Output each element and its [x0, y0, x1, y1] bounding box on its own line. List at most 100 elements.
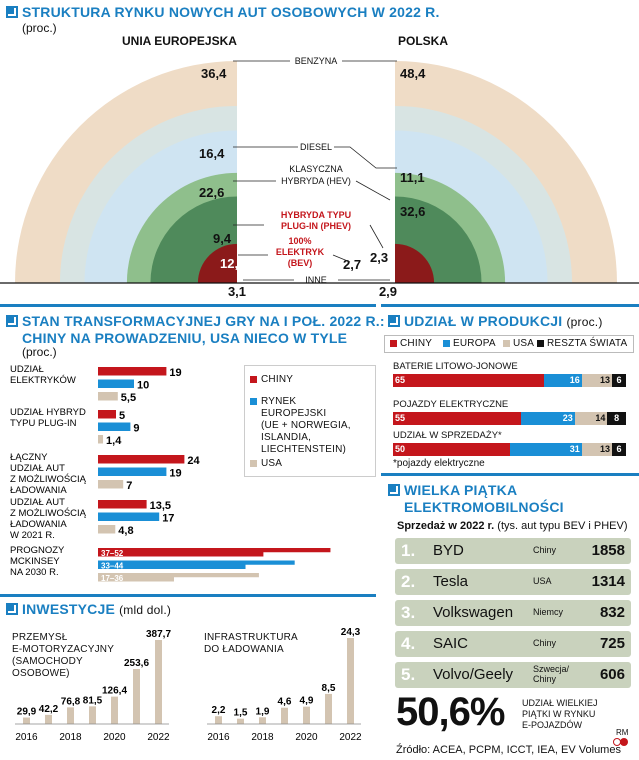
bar-range-label: 37–52 — [101, 549, 124, 558]
arrow-icon — [6, 315, 18, 327]
group-label: W 2021 R. — [10, 530, 55, 541]
bar-value-label: 5,5 — [121, 392, 136, 404]
production-footnote: *pojazdy elektryczne — [393, 458, 485, 469]
rank-country: Chiny — [533, 638, 557, 648]
legend-label: RESZTA ŚWIATA — [547, 338, 628, 349]
pl-value-label: 2,7 — [343, 257, 361, 272]
rank-country: Szwecja/ Chiny — [533, 664, 570, 684]
bar-value-label: 5 — [119, 410, 125, 422]
group-label: TYPU PLUG-IN — [10, 418, 77, 429]
rank-row: 3. Volkswagen Niemcy 832 — [395, 600, 631, 626]
infrastructure-bar — [237, 718, 244, 724]
infrastructure-value-label: 1,5 — [234, 708, 248, 719]
rank-row: 2. Tesla USA 1314 — [395, 569, 631, 595]
bar-value-label: 9 — [133, 423, 139, 435]
group-label: Z MOŻLIWOŚCIĄ — [10, 507, 87, 519]
rank-country: Niemcy — [533, 607, 564, 617]
bar-value-label: 7 — [126, 480, 132, 492]
bar-range-min — [98, 560, 246, 569]
bar-eu — [98, 467, 167, 476]
industry-value-label: 126,4 — [102, 686, 127, 697]
transform-title: STAN TRANSFORMACYJNEJ GRY NA I POŁ. 2022… — [6, 313, 385, 347]
pl-value-label: 2,9 — [379, 284, 397, 299]
pl-value-label: 11,1 — [400, 170, 425, 185]
industry-year-label: 2020 — [103, 732, 126, 743]
bar-segment-rest: 8 — [607, 412, 626, 425]
industry-value-label: 42,2 — [39, 704, 59, 715]
eu-value-label: 12,1 — [220, 256, 245, 271]
group-label: MCKINSEY — [10, 556, 60, 567]
bar-range-label: 17–36 — [101, 574, 124, 583]
market-semicircle-chart: 36,4 16,4 22,6 9,4 12,1 3,1 48,4 11,1 32,6 2,3 2,7… — [0, 55, 639, 299]
infrastructure-bar — [325, 693, 332, 724]
industry-bar — [67, 707, 74, 724]
bar-segment-china: 50 — [393, 443, 510, 456]
industry-value-label: 29,9 — [17, 707, 37, 718]
group-label: UDZIAŁ — [10, 364, 44, 375]
rank-number: 4. — [401, 634, 416, 653]
category-label-phev: HYBRYDA TYPU — [281, 210, 351, 220]
group-label: ŁADOWANIA — [10, 485, 67, 496]
industry-bar — [155, 640, 162, 724]
production-row-label: POJAZDY ELEKTRYCZNE — [393, 399, 509, 410]
category-label-hev: KLASYCZNA — [289, 164, 343, 174]
bar-value-label: 17 — [162, 513, 174, 525]
invest-title: INWESTYCJE (mld dol.) — [6, 601, 171, 617]
rank-brand: BYD — [433, 542, 464, 559]
bar-segment-usa: 14 — [574, 412, 608, 425]
rank-number: 1. — [401, 541, 416, 560]
rank-value: 606 — [599, 666, 625, 683]
transform-unit: (proc.) — [22, 345, 57, 359]
infrastructure-value-label: 24,3 — [341, 627, 361, 638]
industry-year-label: 2022 — [147, 732, 170, 743]
category-label-diesel: DIESEL — [300, 142, 332, 152]
production-stacked-bar: 50 31 13 6 — [393, 443, 626, 456]
rank-row: 4. SAIC Chiny 725 — [395, 631, 631, 657]
leader-line — [334, 146, 397, 169]
production-row-label: BATERIE LITOWO-JONOWE — [393, 361, 518, 372]
bar-range-min — [98, 573, 174, 582]
logo-text: RM — [616, 728, 629, 737]
rank-number: 2. — [401, 572, 416, 591]
top5-title: WIELKA PIĄTKA ELEKTROMOBILNOŚCI — [388, 482, 564, 516]
bar-segment-china: 55 — [393, 412, 522, 425]
legend-swatch-china — [250, 376, 257, 383]
bar-value-label: 4,8 — [118, 525, 133, 537]
rank-row: 1. BYD Chiny 1858 — [395, 538, 631, 564]
bar-segment-europe: 31 — [509, 443, 582, 456]
production-legend: CHINY EUROPA USA RESZTA ŚWIATA — [384, 335, 634, 353]
divider — [381, 304, 639, 307]
bar-value-label: 13,5 — [150, 500, 171, 512]
bar-eu — [98, 379, 134, 388]
pl-value-label: 32,6 — [400, 204, 425, 219]
infrastructure-bar — [347, 638, 354, 724]
legend-eu-label: RYNEK EUROPEJSKI (UE + NORWEGIA, ISLANDIA, L… — [261, 396, 351, 455]
arrow-icon — [6, 6, 18, 18]
eu-value-label: 16,4 — [199, 146, 225, 161]
industry-value-label: 81,5 — [83, 695, 103, 706]
infrastructure-value-label: 4,9 — [300, 696, 314, 707]
bar-china — [98, 410, 116, 419]
group-label: UDZIAŁ HYBRYD — [10, 407, 86, 418]
rank-brand: SAIC — [433, 635, 469, 652]
bar-usa — [98, 435, 104, 444]
production-stacked-bar: 65 16 13 6 — [393, 374, 626, 387]
pl-other-segment — [395, 243, 435, 283]
bar-segment-china: 65 — [393, 374, 545, 387]
eu-label: UNIA EUROPEJSKA — [122, 34, 237, 48]
industry-bar — [133, 669, 140, 724]
cp-logo-icon — [613, 738, 629, 748]
rank-number: 5. — [401, 665, 416, 684]
infrastructure-value-label: 4,6 — [278, 697, 292, 708]
bar-segment-usa: 13 — [581, 374, 612, 387]
top5-subtitle: Sprzedaż w 2022 r. (tys. aut typu BEV i … — [397, 520, 628, 532]
bar-china — [98, 455, 185, 464]
invest-right-label: INFRASTRUKTURA DO ŁADOWANIA — [204, 632, 298, 655]
infrastructure-year-label: 2016 — [207, 732, 230, 743]
industry-year-label: 2018 — [59, 732, 82, 743]
eu-value-label: 36,4 — [201, 66, 227, 81]
legend-swatch-usa — [250, 460, 257, 467]
group-label: ELEKTRYKÓW — [10, 375, 76, 386]
bar-range-max — [98, 573, 259, 578]
category-label-phev: PLUG-IN (PHEV) — [281, 221, 351, 231]
